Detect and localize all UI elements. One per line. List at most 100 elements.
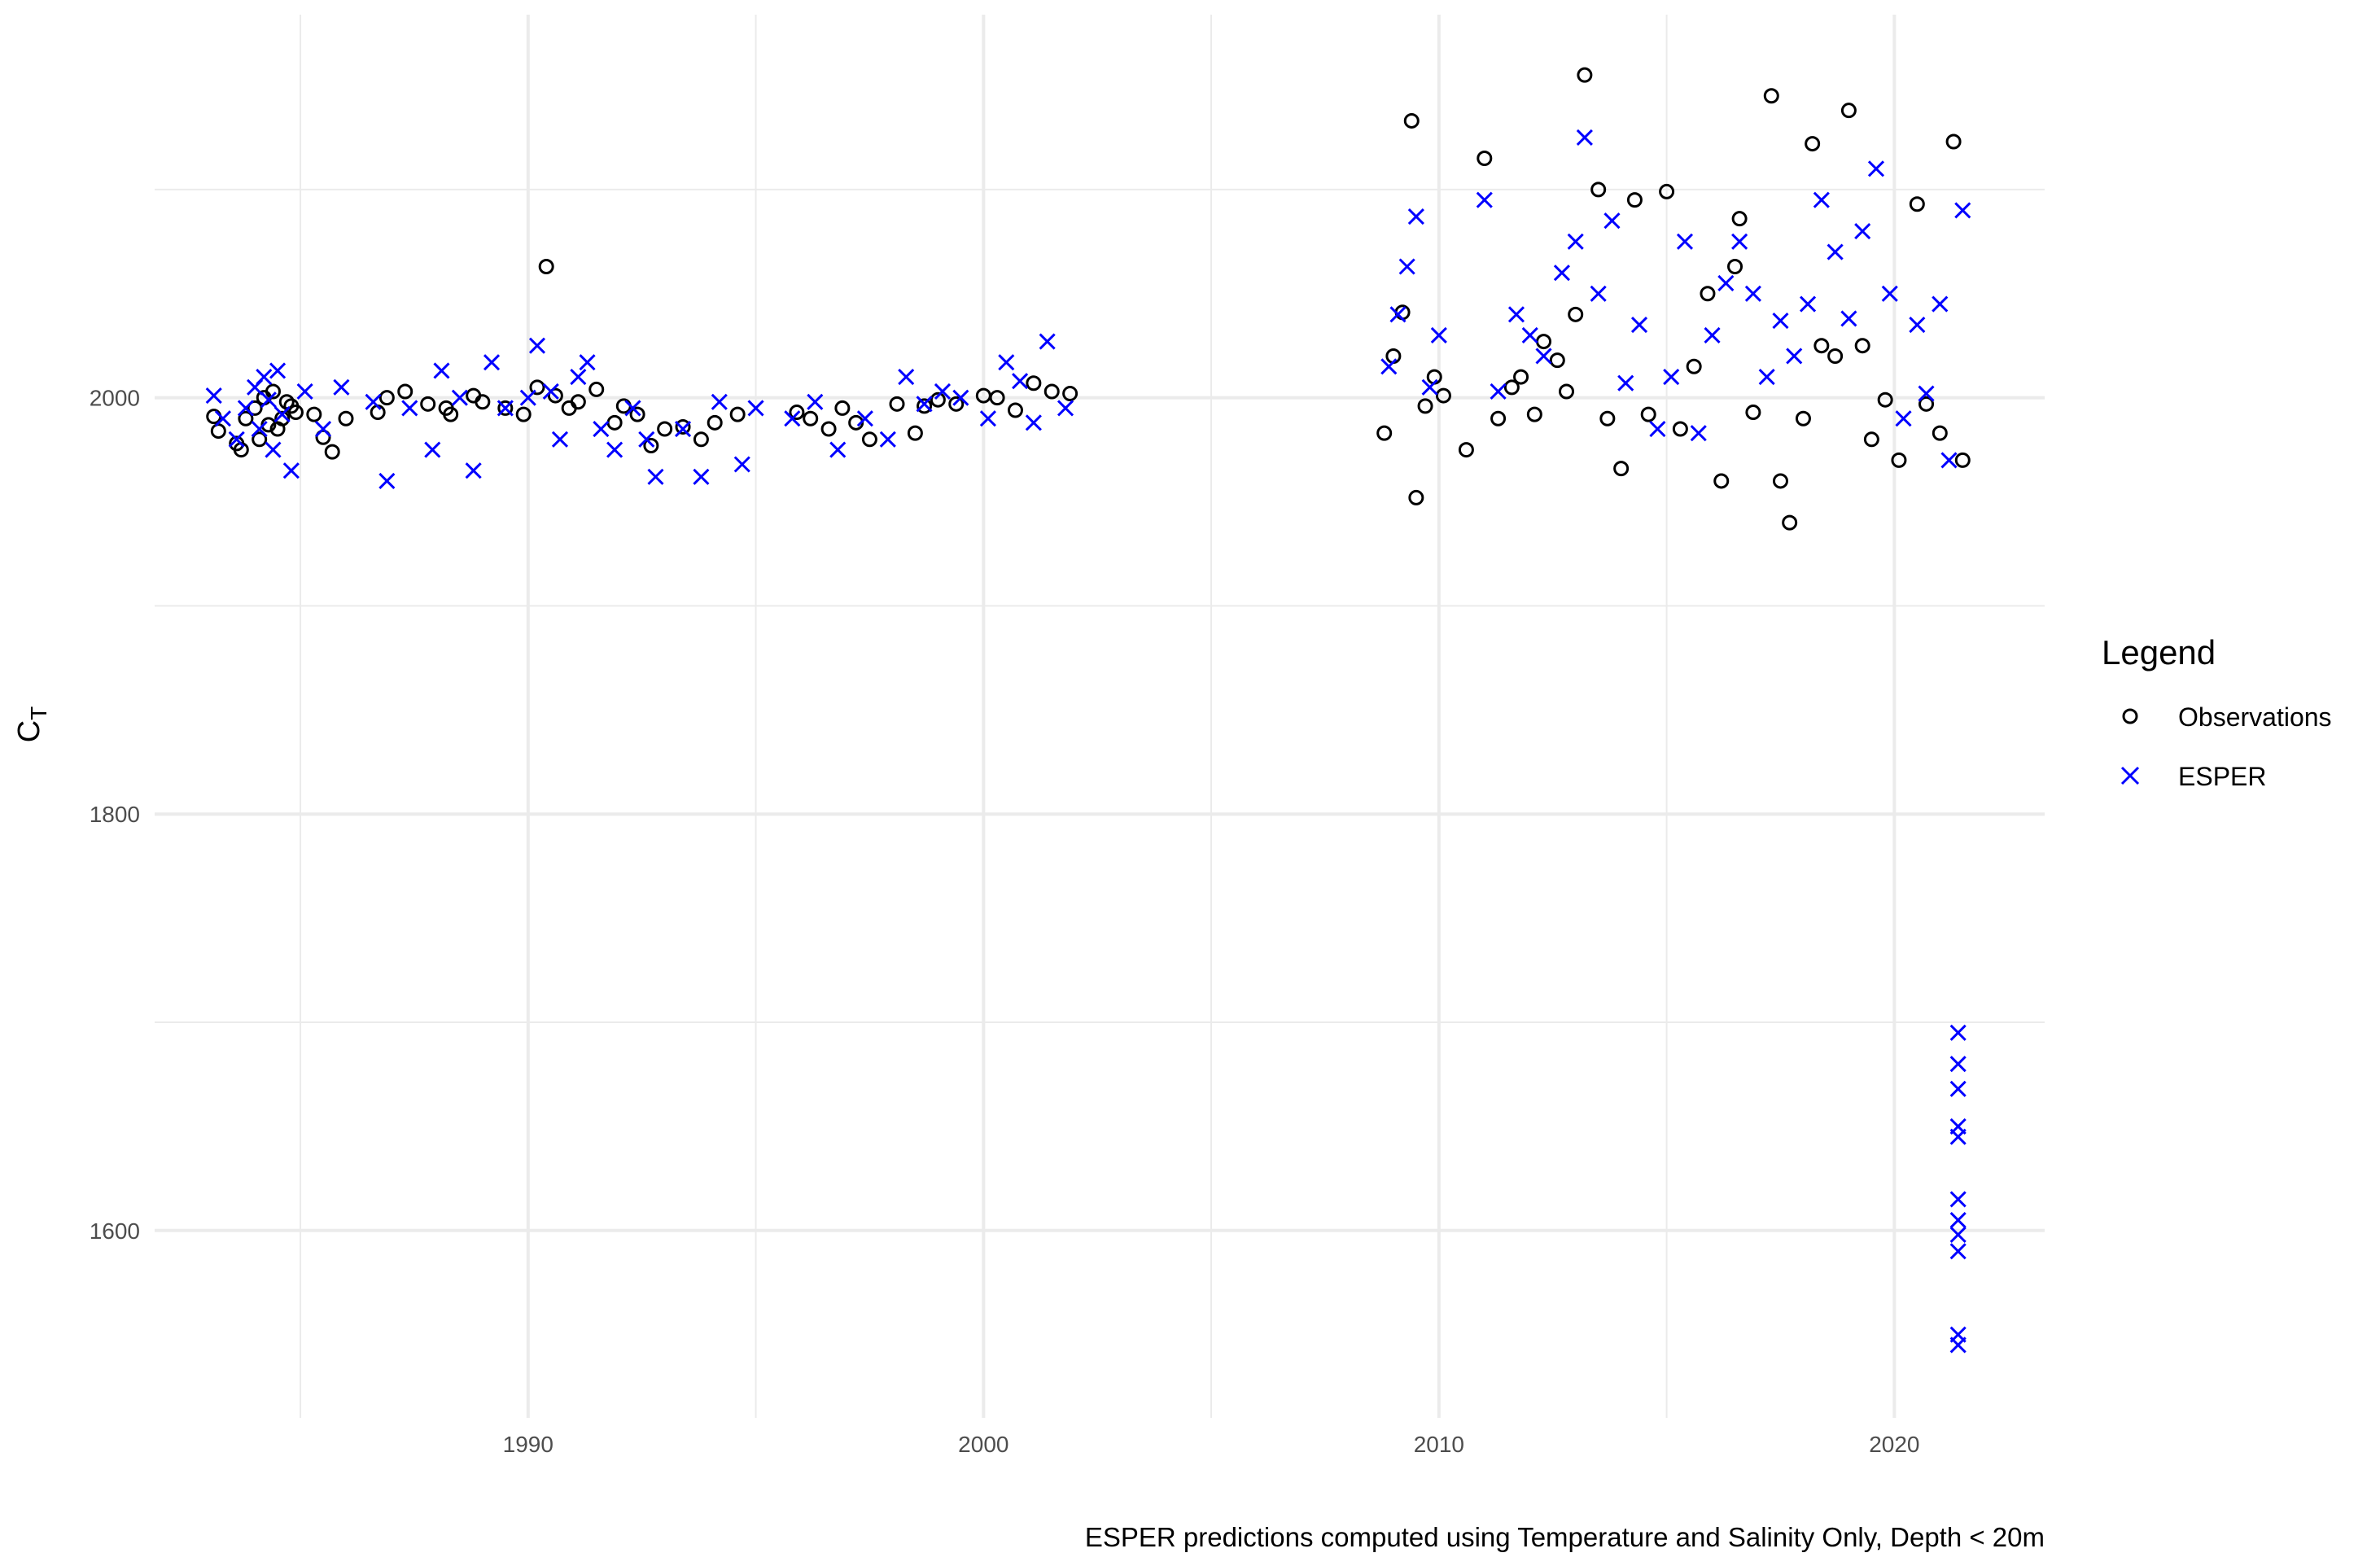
observation-point (1840, 103, 1857, 119)
esper-point (1918, 385, 1935, 402)
grid (155, 15, 2045, 1418)
observation-point (1007, 402, 1023, 418)
observation-point (1686, 358, 1702, 374)
observation-point (378, 390, 395, 406)
esper-point (1954, 202, 1971, 219)
esper-point (898, 369, 915, 386)
observation-point (274, 410, 291, 426)
esper-point (1649, 420, 1666, 438)
observation-point (538, 259, 554, 275)
observation-point (930, 392, 946, 408)
esper-point (647, 468, 664, 485)
esper-point (1813, 191, 1830, 208)
observation-point (1877, 392, 1893, 408)
esper-point (1867, 160, 1885, 177)
x-tick-label: 2000 (958, 1432, 1008, 1457)
esper-point (296, 383, 313, 400)
observation-point (1062, 386, 1078, 402)
esper-point (1744, 285, 1761, 302)
observation-point (1458, 442, 1474, 458)
esper-point (784, 410, 801, 427)
observation-point (315, 429, 331, 445)
esper-point (1663, 369, 1680, 386)
esper-point (1949, 1336, 1967, 1354)
observation-point (820, 421, 837, 437)
esper-point (497, 400, 514, 417)
esper-point (879, 431, 896, 448)
esper-point (251, 420, 268, 438)
esper-point (829, 441, 847, 458)
esper-point (1039, 333, 1056, 350)
esper-point (1553, 265, 1570, 282)
observation-point (1932, 425, 1948, 441)
esper-point (998, 354, 1015, 371)
observation-point (1795, 410, 1811, 426)
observation-point (1731, 211, 1748, 227)
observation-point (1854, 338, 1870, 354)
esper-point (1799, 295, 1817, 313)
observation-point (729, 406, 746, 422)
observation-point (1863, 431, 1879, 448)
esper-point (260, 392, 277, 409)
esper-point (952, 389, 969, 406)
observation-point (324, 444, 340, 460)
esper-point (593, 420, 610, 438)
esper-point (1690, 425, 1707, 442)
y-tick-label: 1600 (90, 1218, 140, 1244)
observation-point (1626, 192, 1643, 208)
observation-point (1805, 136, 1821, 152)
observation-point (889, 396, 905, 412)
esper-point (1949, 1056, 1967, 1073)
observation-point (1954, 452, 1971, 468)
observation-point (1026, 375, 1042, 392)
observation-point (643, 437, 659, 453)
esper-point (378, 472, 396, 490)
esper-point (856, 410, 873, 427)
observation-point (1408, 489, 1424, 505)
esper-point (451, 389, 468, 406)
observation-point (1613, 461, 1630, 477)
esper-point (1603, 212, 1621, 230)
observation-point (1640, 406, 1656, 422)
esper-point (401, 400, 418, 417)
esper-point (1630, 317, 1648, 334)
esper-point (1932, 295, 1949, 313)
svg-text:CT: CT (12, 706, 51, 743)
esper-point (551, 431, 569, 448)
esper-point (1407, 208, 1424, 225)
observation-point (1490, 410, 1507, 426)
esper-point (256, 369, 273, 386)
esper-point (606, 441, 623, 458)
esper-point (674, 420, 692, 438)
esper-point (1827, 243, 1844, 260)
esper-point (1380, 358, 1398, 375)
esper-point (934, 383, 952, 400)
observation-point (629, 406, 645, 422)
observation-point (1417, 398, 1433, 414)
observation-point (693, 431, 709, 448)
observation-point (707, 414, 723, 431)
esper-point (1949, 1211, 1967, 1229)
observation-point (265, 383, 281, 400)
esper-point (1521, 326, 1538, 343)
observation-point (1727, 259, 1743, 275)
esper-point (282, 462, 300, 479)
observation-point (1435, 387, 1451, 404)
observation-point (1503, 379, 1520, 396)
esper-point (542, 383, 559, 400)
observation-point (475, 394, 491, 410)
legend-observations-label: Observations (2178, 702, 2332, 732)
y-tick-label: 1800 (90, 802, 140, 827)
esper-point (1476, 191, 1493, 208)
observation-point (287, 405, 304, 421)
esper-point (1490, 383, 1507, 400)
esper-point (711, 393, 728, 410)
observation-point (238, 410, 254, 426)
observation-point (1672, 421, 1688, 437)
axes: 1990 2000 2010 2020 1600 1800 2000 (90, 386, 1920, 1457)
observation-point (917, 398, 933, 414)
esper-point (1949, 1118, 1967, 1135)
observation-point (306, 406, 322, 422)
esper-point (1949, 1080, 1967, 1097)
esper-point (424, 441, 441, 458)
